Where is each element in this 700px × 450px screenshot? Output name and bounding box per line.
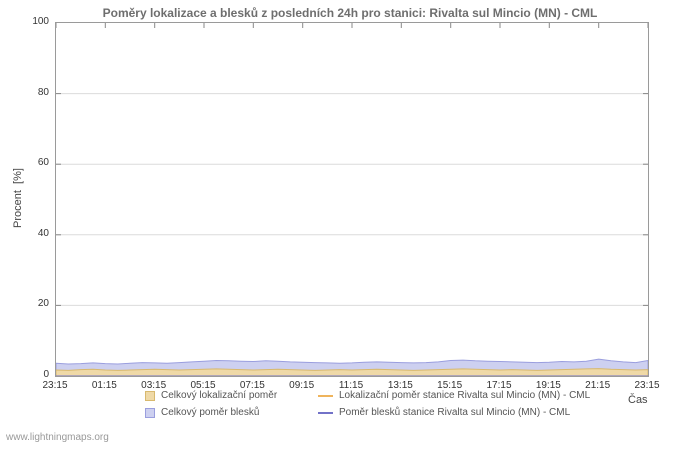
x-tick-label: 09:15	[289, 380, 315, 391]
legend-label-total-strokes-ratio: Celkový poměr blesků	[161, 407, 260, 418]
y-axis-label: Procent [%]	[12, 168, 24, 228]
y-tick-label: 0	[43, 369, 49, 380]
plot-area	[55, 22, 649, 377]
legend-item-total-localization-ratio: Celkový lokalizační poměr	[145, 390, 318, 401]
x-tick-label: 13:15	[387, 380, 413, 391]
legend: Celkový lokalizační poměr Lokalizační po…	[145, 390, 590, 418]
x-tick-label: 07:15	[239, 380, 265, 391]
x-tick-label: 23:15	[42, 380, 68, 391]
legend-swatch-total-localization-ratio	[145, 390, 155, 401]
legend-swatch-total-strokes-ratio	[145, 407, 155, 418]
x-tick-label: 19:15	[535, 380, 561, 391]
x-axis-label: Čas	[628, 394, 648, 406]
y-tick-label: 20	[37, 298, 49, 310]
legend-label-total-localization-ratio: Celkový lokalizační poměr	[161, 390, 278, 401]
x-tick-label: 03:15	[141, 380, 167, 391]
x-tick-label: 23:15	[634, 380, 660, 391]
legend-label-station-localization-ratio: Lokalizační poměr stanice Rivalta sul Mi…	[339, 390, 591, 401]
x-tick-label: 17:15	[486, 380, 512, 391]
chart-title: Poměry lokalizace a blesků z posledních …	[102, 6, 598, 20]
x-tick-label: 05:15	[190, 380, 216, 391]
y-tick-label: 100	[32, 16, 49, 27]
y-tick-label: 60	[37, 157, 49, 169]
x-tick-label: 15:15	[437, 380, 463, 391]
legend-item-station-localization-ratio: Lokalizační poměr stanice Rivalta sul Mi…	[318, 390, 590, 401]
legend-item-total-strokes-ratio: Celkový poměr blesků	[145, 407, 318, 418]
x-tick-label: 11:15	[338, 380, 364, 391]
legend-swatch-station-strokes-ratio	[318, 411, 333, 414]
y-tick-label: 40	[37, 227, 49, 239]
legend-swatch-station-localization-ratio	[318, 394, 333, 397]
x-tick-label: 21:15	[585, 380, 611, 391]
y-tick-label: 80	[37, 86, 49, 98]
legend-label-station-strokes-ratio: Poměr blesků stanice Rivalta sul Mincio …	[339, 407, 571, 418]
watermark: www.lightningmaps.org	[6, 432, 109, 443]
x-tick-label: 01:15	[91, 380, 117, 391]
legend-item-station-strokes-ratio: Poměr blesků stanice Rivalta sul Mincio …	[318, 407, 590, 418]
plot-svg	[55, 23, 649, 377]
